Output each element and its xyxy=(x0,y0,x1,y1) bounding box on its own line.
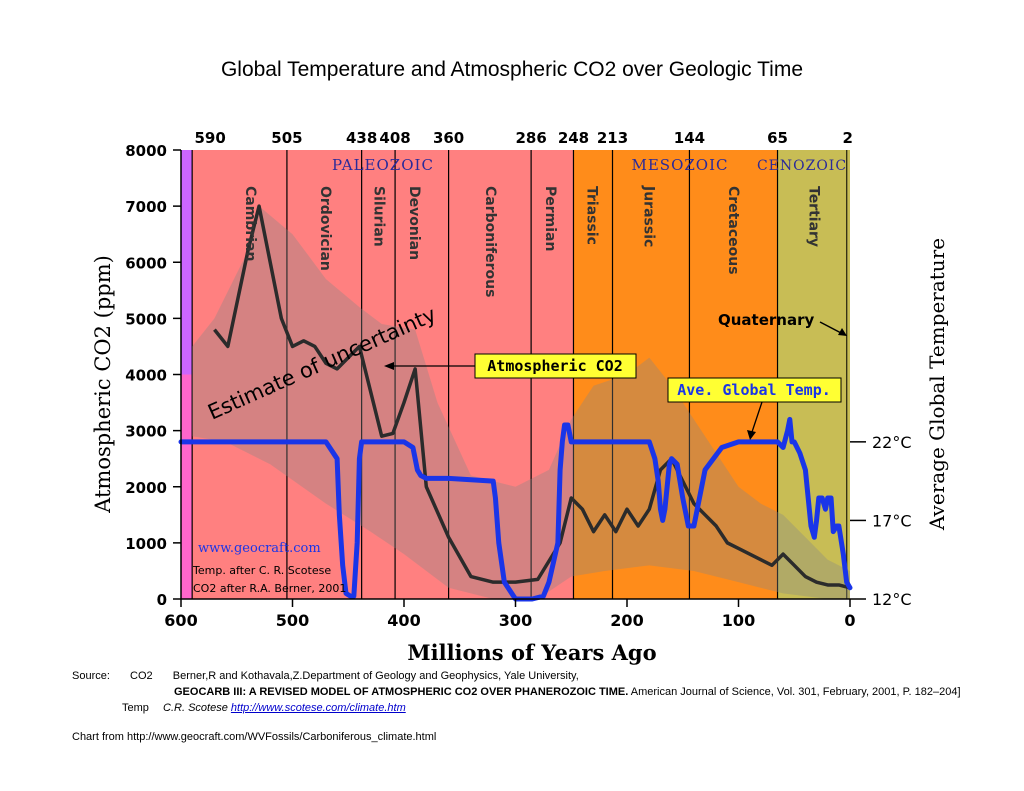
band-edge-purple xyxy=(181,150,193,375)
period-label-cambrian: Cambrian xyxy=(242,186,258,261)
x-tick-label: 100 xyxy=(722,611,755,630)
x-tick-label: 200 xyxy=(610,611,643,630)
period-label-devonian: Devonian xyxy=(406,186,422,260)
era-label-paleozoic: PALEOZOIC xyxy=(332,156,434,174)
period-label-ordovician: Ordovician xyxy=(317,186,333,271)
credit-temp-label: Temp. after C. R. Scotese xyxy=(192,564,331,577)
era-label-cenozoic: CENOZOIC xyxy=(757,158,847,174)
quaternary-label: Quaternary xyxy=(718,311,814,329)
top-boundary-label: 213 xyxy=(597,129,628,147)
era-label-mesozoic: MESOZOIC xyxy=(631,156,728,174)
x-tick-label: 600 xyxy=(164,611,197,630)
x-tick-label: 500 xyxy=(276,611,309,630)
source-label: Source: xyxy=(72,670,110,682)
period-label-triassic: Triassic xyxy=(583,186,599,245)
y-tick-label: 1000 xyxy=(125,535,167,553)
chart-from-text: Chart from http://www.geocraft.com/WVFos… xyxy=(72,731,437,743)
period-label-tertiary: Tertiary xyxy=(805,186,821,247)
y-tick-label: 4000 xyxy=(125,367,167,385)
period-label-permian: Permian xyxy=(542,186,558,251)
y-tick-label: 8000 xyxy=(125,142,167,160)
website-label: www.geocraft.com xyxy=(198,541,321,556)
series-lines xyxy=(178,204,853,602)
co2-callout-arrowhead xyxy=(384,362,394,370)
top-boundary-label: 248 xyxy=(558,129,589,147)
top-boundary-label: 590 xyxy=(194,129,225,147)
quaternary-arrow xyxy=(819,321,844,335)
period-label-jurassic: Jurassic xyxy=(640,185,656,247)
top-boundary-label: 408 xyxy=(379,129,410,147)
period-label-silurian: Silurian xyxy=(370,186,386,247)
temp-callout-label: Ave. Global Temp. xyxy=(677,381,831,399)
y2-axis-title: Average Global Temperature xyxy=(925,238,949,531)
y-tick-label: 7000 xyxy=(125,198,167,216)
co2-callout-label: Atmospheric CO2 xyxy=(487,357,622,375)
top-boundary-label: 438 xyxy=(346,129,377,147)
source-co2-title: GEOCARB III: A REVISED MODEL OF ATMOSPHE… xyxy=(174,686,629,698)
quaternary-arrowhead xyxy=(838,328,847,336)
band-edge-pink xyxy=(181,374,193,599)
source-temp-link[interactable]: http://www.scotese.com/climate.htm xyxy=(230,702,406,714)
y2-tick-label: 12°C xyxy=(872,590,912,609)
temp-callout-arrowhead xyxy=(747,430,756,440)
source-line-1: Source: CO2 Berner,R and Kothavala,Z.Dep… xyxy=(72,670,579,682)
y-tick-label: 3000 xyxy=(125,423,167,441)
top-boundary-label: 360 xyxy=(433,129,464,147)
period-label-cretaceous: Cretaceous xyxy=(725,186,741,275)
y-tick-label: 5000 xyxy=(125,310,167,328)
period-label-carboniferous: Carboniferous xyxy=(482,186,498,297)
source-temp-author: C.R. Scotese xyxy=(163,702,228,714)
x-tick-label: 300 xyxy=(499,611,532,630)
top-boundary-label: 144 xyxy=(674,129,705,147)
x-axis-title: Millions of Years Ago xyxy=(407,640,656,665)
y2-tick-label: 22°C xyxy=(872,433,912,452)
top-boundary-label: 286 xyxy=(515,129,546,147)
source-line-2: GEOCARB III: A REVISED MODEL OF ATMOSPHE… xyxy=(174,686,961,698)
source-co2-authors: Berner,R and Kothavala,Z.Department of G… xyxy=(172,670,579,682)
x-tick-label: 0 xyxy=(844,611,855,630)
top-boundary-label: 2 xyxy=(843,129,853,147)
source-co2-label: CO2 xyxy=(130,670,153,682)
page-title: Global Temperature and Atmospheric CO2 o… xyxy=(220,58,804,81)
source-co2-journal: American Journal of Science, Vol. 301, F… xyxy=(630,686,961,698)
source-temp-label: Temp xyxy=(122,702,149,714)
temp-callout-arrow xyxy=(751,401,763,433)
credit-co2-label: CO2 after R.A. Berner, 2001 xyxy=(193,582,346,595)
temp-callout-box xyxy=(667,377,842,403)
y-tick-label: 0 xyxy=(157,591,167,609)
x-tick-label: 400 xyxy=(387,611,420,630)
top-boundary-label: 505 xyxy=(271,129,302,147)
y-tick-label: 2000 xyxy=(125,479,167,497)
co2-line xyxy=(213,204,851,590)
temperature-line xyxy=(178,416,853,602)
top-boundary-label: 65 xyxy=(767,129,788,147)
co2-callout-box xyxy=(474,353,637,379)
y-axis-title: Atmospheric CO2 (ppm) xyxy=(91,255,115,514)
source-line-3: Temp C.R. Scotese http://www.scotese.com… xyxy=(122,702,406,714)
chart-from-line: Chart from http://www.geocraft.com/WVFos… xyxy=(72,731,436,743)
y-tick-label: 6000 xyxy=(125,254,167,272)
y2-tick-label: 17°C xyxy=(872,511,912,530)
